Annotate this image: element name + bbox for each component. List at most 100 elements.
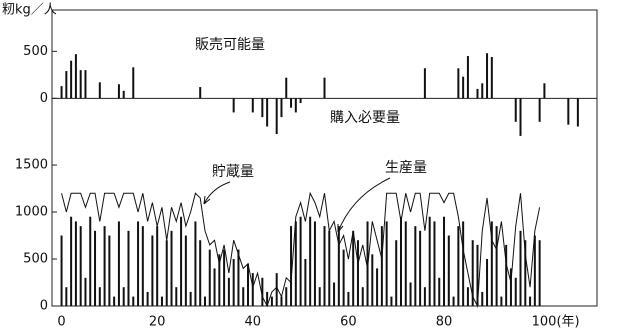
bar [290,226,293,306]
bar [514,98,517,122]
bar [519,230,522,306]
bar [447,235,450,306]
bar [409,282,412,306]
bar [361,287,364,306]
bar [395,240,398,306]
bar [328,230,331,306]
bar [299,98,302,104]
bar [108,235,111,306]
bar [352,230,355,306]
annotation: 購入必要量 [330,110,400,126]
bar [294,221,297,306]
bar [538,98,541,122]
bar [213,268,216,306]
bar [471,240,474,306]
bar [60,235,63,306]
bar [275,98,278,135]
bar [199,87,202,99]
bar [180,216,183,306]
bar [65,287,68,306]
bar [457,226,460,306]
bar [98,287,101,306]
arrow [203,181,231,205]
bar [199,240,202,306]
bar [79,70,82,99]
bar [414,226,417,306]
bar [490,56,493,99]
bar [318,287,321,306]
bar [189,291,192,306]
y-tick-label: 1500 [15,158,48,173]
bar [280,296,283,306]
bar [247,263,250,306]
bar [495,226,498,306]
bar [261,277,264,306]
bar [280,98,283,118]
bar [342,249,345,306]
bar [462,76,465,99]
bar [443,216,446,306]
bar [543,83,546,99]
bar [423,287,426,306]
arrow [337,177,391,233]
x-tick-label: 40 [245,315,262,330]
bar [376,268,379,306]
bar [223,249,226,306]
bar [500,296,503,306]
bar [380,226,383,306]
bar [294,98,297,113]
bar [452,296,455,306]
bar [132,67,135,99]
bar [122,90,125,99]
bar [203,296,206,306]
bar [141,226,144,306]
bar [146,291,149,306]
bar [509,268,512,306]
x-tick-label: 60 [340,315,357,330]
bar [74,221,77,306]
bar [390,296,393,306]
bar [309,216,312,306]
y-tick-label: 0 [40,299,48,314]
bar [323,77,326,99]
bar [466,56,469,99]
bar [251,273,254,306]
bar [194,221,197,306]
bar [74,54,77,99]
bar [333,282,336,306]
bar [567,98,570,125]
bar [347,291,350,306]
annotation: 貯蔵量 [212,164,254,180]
bar [113,296,116,306]
bar [160,296,163,306]
bar [490,221,493,306]
bar [156,226,159,306]
bar [261,98,264,118]
annotation: 生産量 [385,160,427,176]
bar [237,249,240,306]
bar [371,254,374,306]
bar [481,83,484,99]
bar [304,259,307,306]
y-tick-label: 500 [23,44,48,59]
bar [165,240,168,306]
bar [122,287,125,306]
bar [505,244,508,306]
bar [170,230,173,306]
bar [84,277,87,306]
bar [438,277,441,306]
bar [519,98,522,136]
bar [137,221,140,306]
bar [533,235,536,306]
bar [251,98,254,113]
bar [514,277,517,306]
bar [538,240,541,306]
bar [433,221,436,306]
bar [476,88,479,99]
bar [98,82,101,99]
bar [232,98,235,113]
bar [117,221,120,306]
bar [323,226,326,306]
